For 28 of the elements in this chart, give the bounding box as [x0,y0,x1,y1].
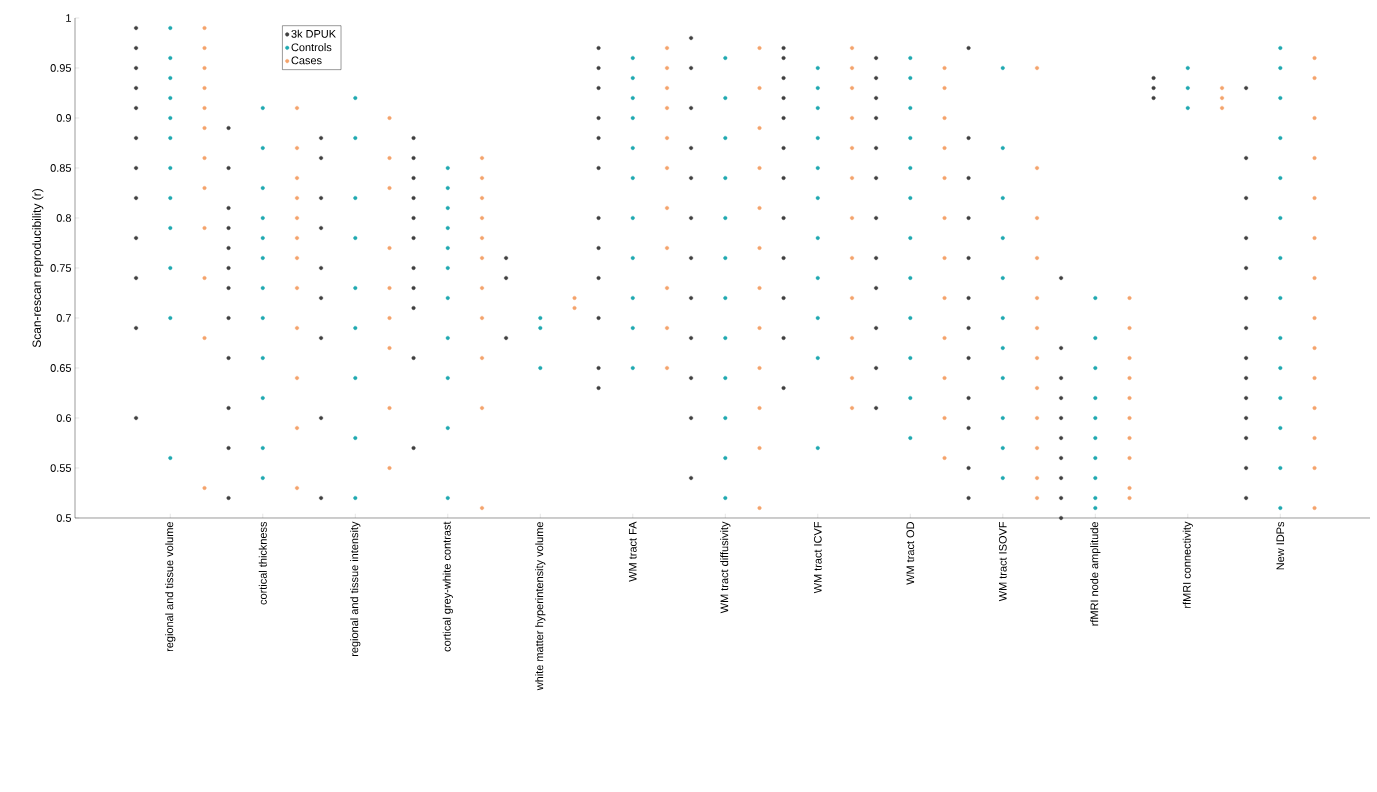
x-tick-label: WM tract ICVF [813,521,822,594]
x-tick-label: rfMRI node amplitude [1090,522,1101,626]
x-tick-label: rfMRI connectivity [1182,521,1193,608]
x-tick-label: cortical thickness [258,521,267,605]
y-tick-label: 0.55 [50,464,72,472]
y-tick-label: 0.75 [50,264,72,272]
x-tick-label: New IDPs [1276,521,1285,570]
y-tick-label: 0.6 [56,414,71,422]
x-tick-label: WM tract ISOVF [998,521,1007,602]
legend-label: 3k DPUK [291,29,336,38]
x-tick-label: regional and tissue intensity [350,521,361,657]
x-tick-label: white matter hyperintensity volume [535,522,546,691]
y-axis-title: Scan-rescan reproducibility (r) [32,189,44,348]
y-tick-label: 0.95 [50,64,72,72]
x-tick-label: regional and tissue volume [165,522,176,652]
legend-label: Cases [291,56,322,65]
y-tick-label: 0.85 [50,164,72,172]
y-tick-label: 0.7 [56,314,71,322]
x-tick-label: cortical grey-white contrast [442,521,453,652]
y-tick-label: 0.65 [50,364,72,372]
x-tick-label: WM tract OD [906,522,915,585]
y-tick-label: 0.8 [56,214,71,222]
x-tick-label: WM tract FA [628,521,637,582]
y-tick-label: 0.9 [56,114,71,122]
y-tick-label: 1 [66,14,71,22]
y-tick-label: 0.5 [56,514,72,522]
x-tick-label: WM tract diffusivity [720,521,731,614]
legend-label: Controls [291,43,332,52]
